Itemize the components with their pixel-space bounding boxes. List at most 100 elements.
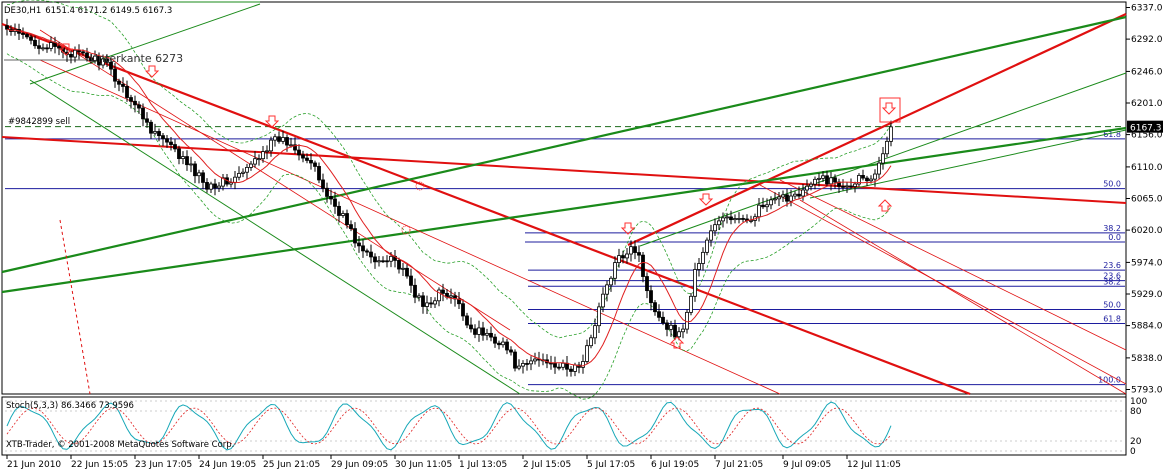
candle	[517, 359, 521, 371]
candle	[885, 136, 889, 158]
candle-body	[729, 216, 733, 221]
candle-body	[505, 341, 509, 351]
candle	[377, 256, 381, 267]
band-lower	[6, 53, 892, 400]
candle-body	[473, 328, 477, 335]
candle	[281, 130, 285, 145]
candle	[257, 154, 261, 166]
candle-body	[525, 363, 529, 365]
stoch-level-label: 80	[1130, 407, 1142, 417]
fib-label-lower: 38.2	[1103, 277, 1121, 286]
candle-body	[289, 144, 293, 147]
candle	[889, 120, 893, 147]
candle	[385, 255, 389, 268]
arrow-down-marker	[620, 222, 636, 235]
candle-body	[273, 136, 277, 141]
candle	[433, 297, 437, 309]
candle	[409, 268, 413, 293]
candle-body	[629, 246, 633, 255]
candle	[305, 153, 309, 164]
candle	[217, 182, 221, 192]
candle	[669, 320, 673, 337]
time-tick-label: 23 Jun 17:05	[135, 460, 192, 470]
candle-body	[689, 295, 693, 313]
candle	[761, 197, 765, 209]
candle-body	[821, 175, 825, 179]
candle	[481, 321, 485, 341]
candle	[49, 36, 53, 52]
candle	[737, 212, 741, 224]
candle-body	[813, 178, 817, 185]
candle	[769, 196, 773, 210]
candle-body	[113, 68, 117, 82]
candle-body	[709, 230, 713, 241]
candle	[201, 169, 205, 190]
candle-body	[189, 163, 193, 166]
candle-body	[797, 193, 801, 197]
candle	[849, 178, 853, 190]
candle-body	[73, 49, 77, 58]
price-tick-label: 5929.0	[1131, 290, 1163, 300]
candle-body	[489, 332, 493, 338]
candle-body	[385, 260, 389, 263]
price-tick-label: 6337.0	[1131, 4, 1163, 14]
candle-body	[353, 228, 357, 244]
candle	[829, 172, 833, 191]
candle-body	[29, 36, 33, 41]
candle-body	[21, 32, 25, 35]
fib-label-lower: 23.6	[1103, 261, 1121, 270]
candle	[705, 237, 709, 256]
level-annotation: Unterkante 6273	[90, 52, 183, 65]
candle-body	[661, 316, 665, 324]
candle	[361, 239, 365, 258]
trend-line	[799, 199, 1127, 395]
copyright-text: XTB-Trader, © 2001-2008 MetaQuotes Softw…	[6, 440, 234, 450]
candle-body	[105, 58, 109, 63]
candle	[113, 62, 117, 88]
candle	[393, 249, 397, 268]
candle	[709, 224, 713, 247]
price-tick-label: 6246.0	[1131, 67, 1163, 77]
candle	[425, 295, 429, 315]
candle-body	[165, 138, 169, 143]
candle	[469, 317, 473, 333]
time-tick-label: 22 Jun 15:05	[71, 460, 128, 470]
candle	[341, 210, 345, 218]
candle	[681, 324, 685, 339]
candle-body	[137, 104, 141, 109]
candle	[789, 189, 793, 207]
candle-body	[389, 255, 393, 262]
candle	[837, 178, 841, 194]
candle-body	[45, 47, 49, 50]
candle-body	[773, 198, 777, 201]
candle	[233, 170, 237, 190]
candle	[721, 212, 725, 228]
candle-body	[673, 324, 677, 338]
candle-body	[41, 47, 45, 50]
candle	[493, 333, 497, 348]
candle	[477, 320, 481, 342]
candle	[25, 32, 29, 40]
trend-line	[1, 136, 1127, 204]
candle-body	[409, 275, 413, 286]
highlight-box	[879, 97, 901, 123]
candle	[473, 324, 477, 339]
time-tick-label: 29 Jun 09:05	[331, 460, 388, 470]
candle	[137, 101, 141, 114]
candle-body	[705, 239, 709, 253]
candle	[381, 256, 385, 263]
candle-body	[737, 218, 741, 220]
candle	[273, 133, 277, 147]
arrow-down-marker	[264, 115, 280, 128]
candle	[185, 150, 189, 171]
candle-body	[885, 140, 889, 155]
candle-body	[301, 154, 305, 159]
candle	[29, 34, 33, 45]
candle	[133, 95, 137, 113]
arrow-down-marker	[881, 102, 897, 115]
candle-body	[181, 156, 185, 159]
candle-body	[633, 246, 637, 253]
candle	[369, 244, 373, 264]
candle	[33, 35, 37, 49]
